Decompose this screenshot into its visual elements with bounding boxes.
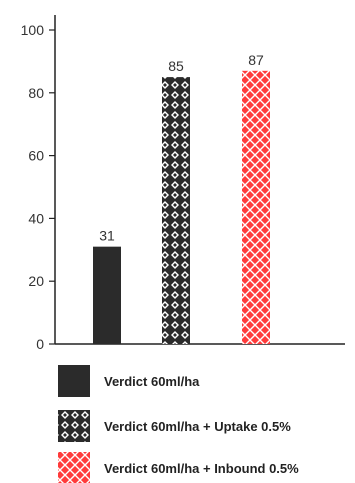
y-tick-label: 40 (28, 210, 44, 226)
legend-label: Verdict 60ml/ha + Inbound 0.5% (104, 461, 299, 476)
y-tick-label: 0 (36, 336, 44, 352)
legend-swatch (58, 452, 90, 483)
bar (162, 77, 190, 344)
bar (242, 71, 270, 344)
y-tick-label: 60 (28, 148, 44, 164)
y-tick-label: 20 (28, 273, 44, 289)
y-axis-ticks: 0 20 40 60 80 100 (21, 22, 55, 352)
legend: Verdict 60ml/ha Verdict 60ml/ha + Uptake … (58, 365, 299, 483)
bar-value-label: 87 (248, 52, 264, 68)
legend-swatch (58, 365, 90, 397)
bar (93, 247, 121, 344)
bar-value-label: 31 (99, 228, 115, 244)
bar-value-label: 85 (168, 58, 184, 74)
legend-swatch (58, 410, 90, 442)
legend-label: Verdict 60ml/ha (104, 374, 200, 389)
legend-label: Verdict 60ml/ha + Uptake 0.5% (104, 419, 291, 434)
y-tick-label: 80 (28, 85, 44, 101)
y-tick-label: 100 (21, 22, 45, 38)
bars (93, 71, 270, 344)
